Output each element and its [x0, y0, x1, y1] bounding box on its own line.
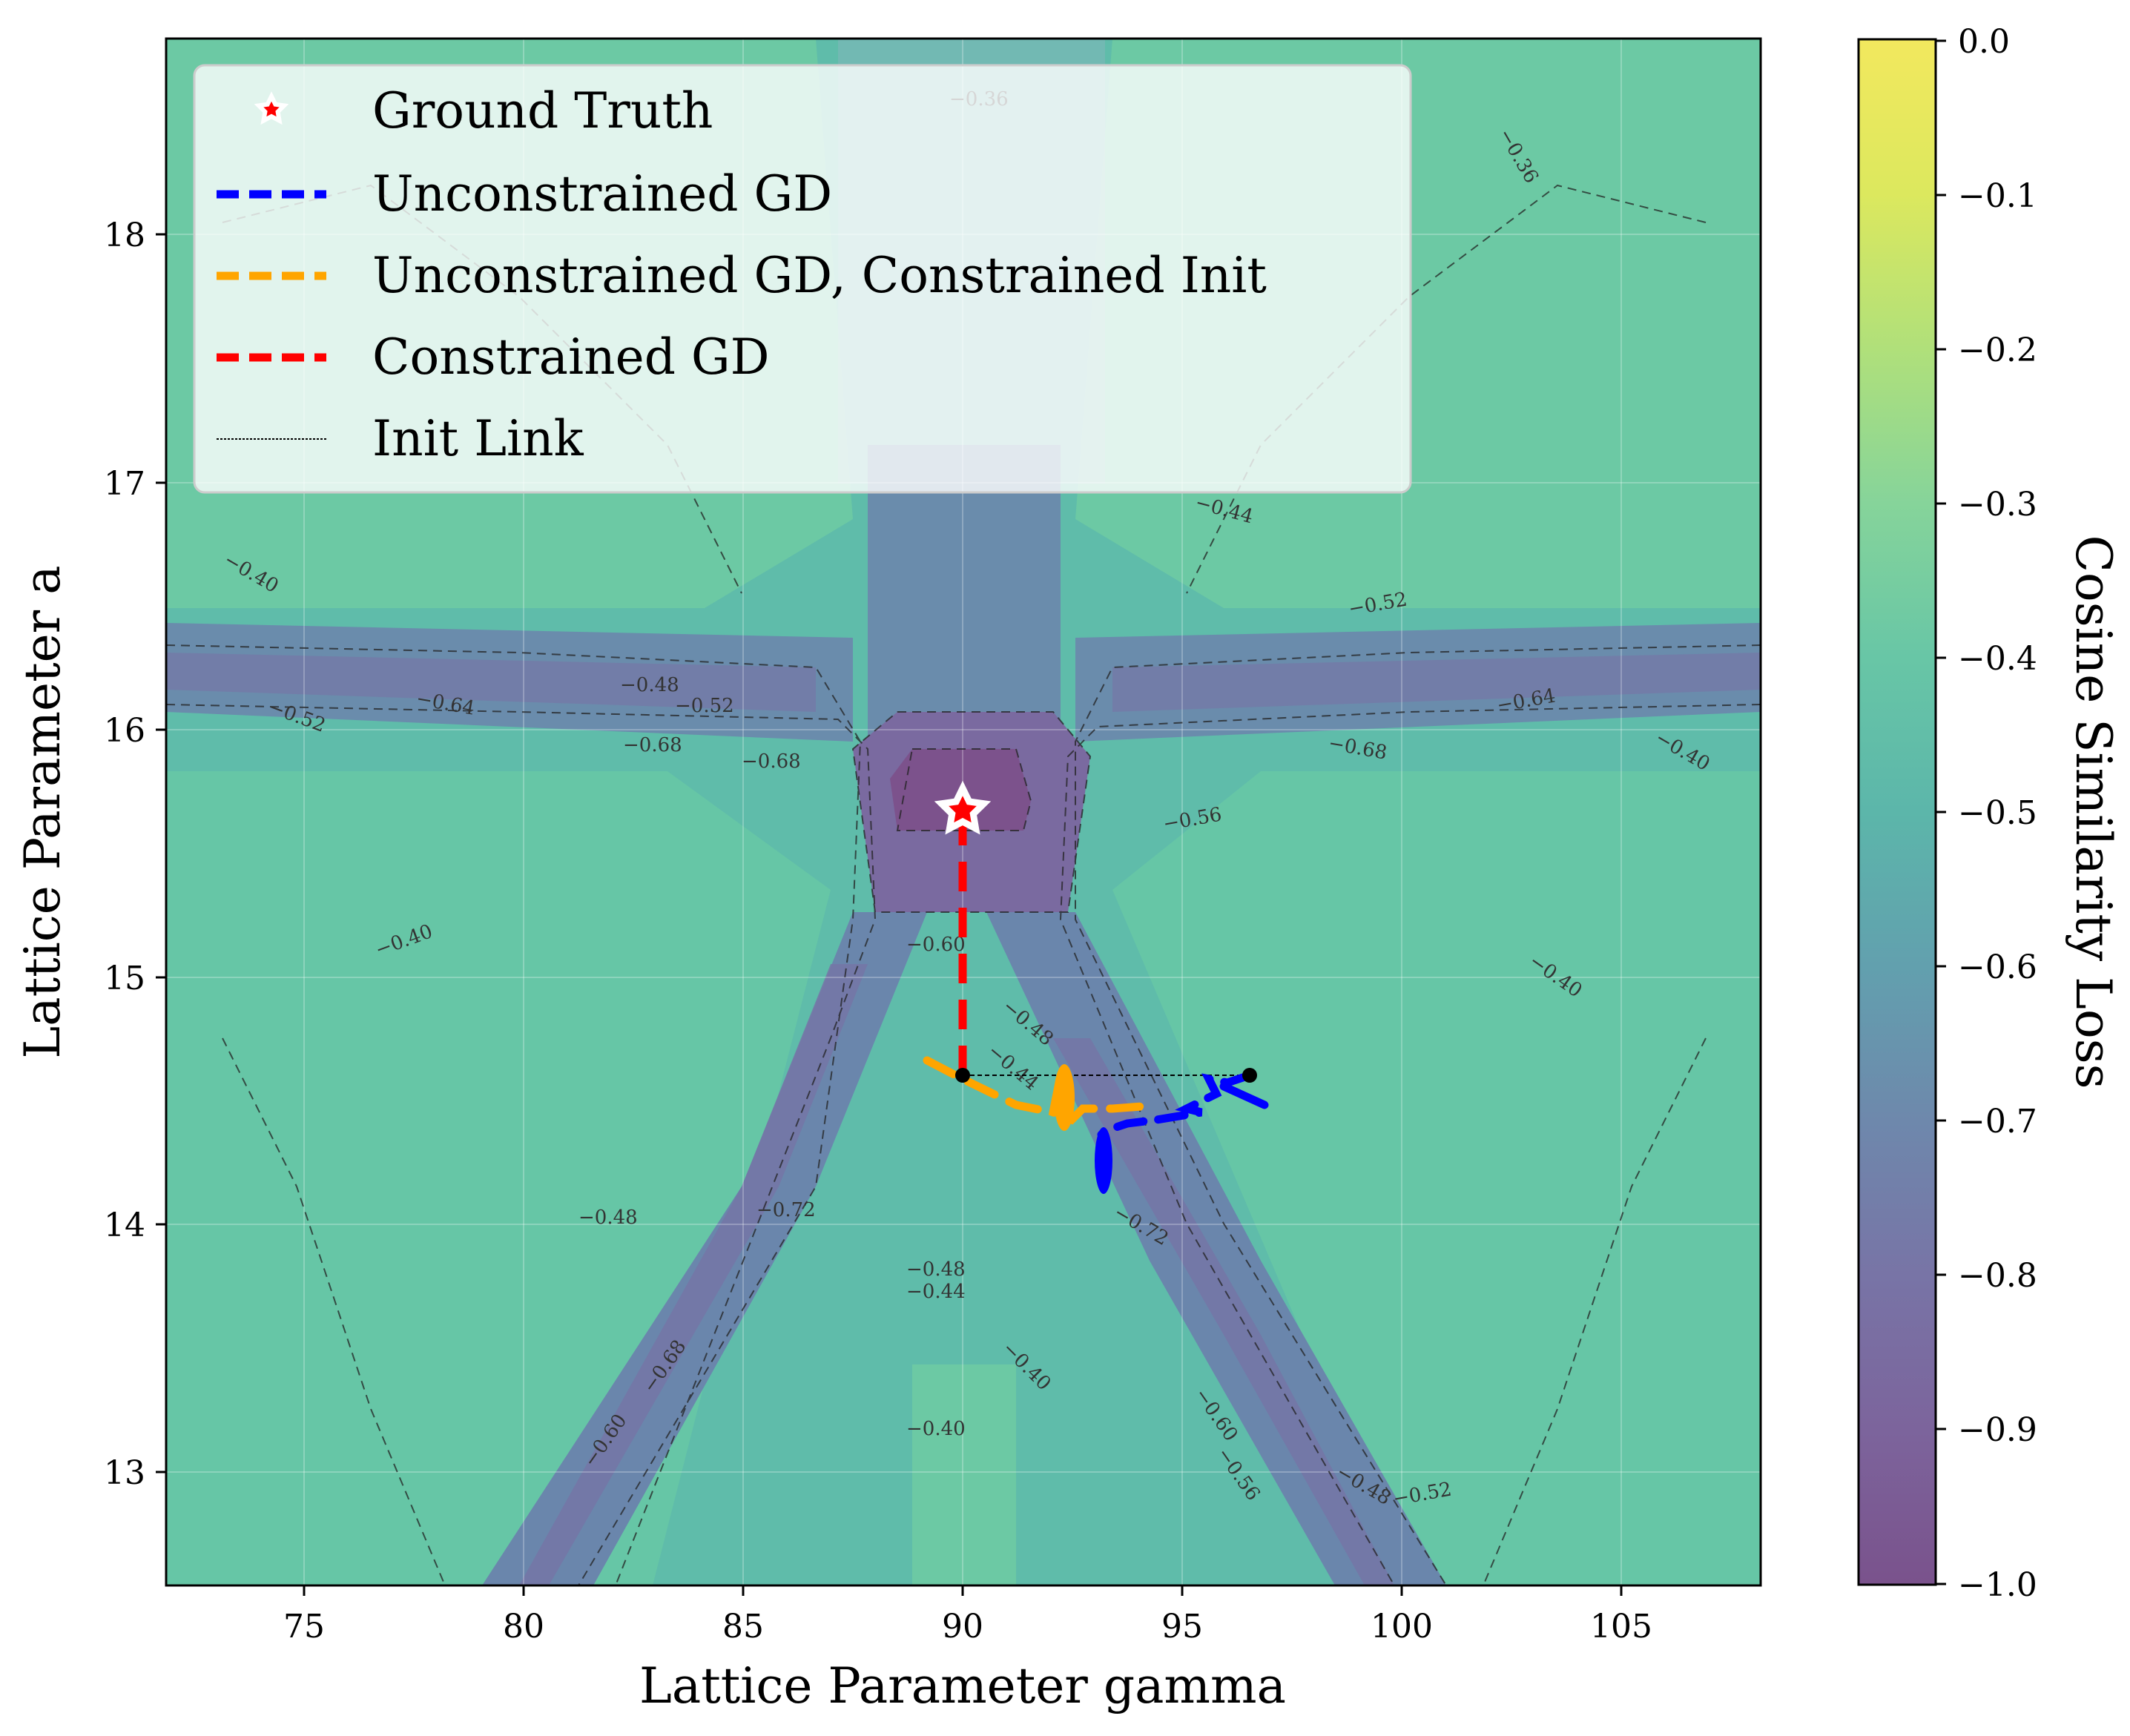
svg-text:16: 16	[104, 712, 145, 750]
svg-text:−0.1: −0.1	[1958, 177, 2037, 215]
legend-item-unconstrained-gd-constrained-init: Unconstrained GD, Constrained Init	[217, 247, 1267, 304]
svg-text:−0.68: −0.68	[742, 750, 801, 773]
legend-item-constrained-gd: Constrained GD	[217, 329, 770, 386]
svg-text:85: 85	[722, 1608, 764, 1646]
svg-text:100: 100	[1371, 1608, 1433, 1646]
svg-text:Unconstrained GD, Constrained: Unconstrained GD, Constrained Init	[372, 247, 1267, 304]
svg-text:−0.9: −0.9	[1958, 1411, 2037, 1449]
svg-text:90: 90	[942, 1608, 983, 1646]
svg-text:−0.48: −0.48	[906, 1258, 966, 1281]
svg-text:−0.5: −0.5	[1958, 794, 2037, 832]
svg-text:15: 15	[104, 960, 145, 997]
svg-text:Init Link: Init Link	[372, 410, 584, 467]
x-axis: 75 80 85 90 95 100 105 Lattice Parameter…	[283, 1585, 1652, 1714]
svg-text:Ground Truth: Ground Truth	[372, 82, 713, 139]
svg-text:−0.4: −0.4	[1958, 640, 2037, 678]
ground-truth-star-icon	[934, 780, 992, 835]
svg-text:−0.44: −0.44	[906, 1281, 966, 1303]
y-axis: 18 17 16 15 14 13 Lattice Parameter a	[14, 217, 166, 1492]
unconstrained-gd-path	[1097, 1071, 1254, 1139]
svg-text:105: 105	[1590, 1608, 1652, 1646]
svg-text:−0.6: −0.6	[1958, 948, 2037, 986]
svg-text:75: 75	[283, 1608, 325, 1646]
unconstrained-init-point	[1242, 1068, 1257, 1083]
svg-text:14: 14	[104, 1207, 145, 1244]
legend-item-init-link: Init Link	[217, 410, 584, 467]
svg-text:13: 13	[104, 1454, 145, 1492]
colorbar: 0.0 −0.1 −0.2 −0.3 −0.4 −0.5 −0.6 −0.7 −…	[1857, 23, 2122, 1604]
svg-text:0.0: 0.0	[1958, 23, 2010, 61]
svg-text:−0.48: −0.48	[620, 674, 679, 696]
svg-text:17: 17	[104, 465, 145, 503]
svg-text:80: 80	[503, 1608, 544, 1646]
svg-text:−1.0: −1.0	[1958, 1566, 2037, 1604]
svg-text:18: 18	[104, 217, 145, 254]
star-icon	[254, 91, 289, 125]
svg-text:−0.72: −0.72	[756, 1199, 816, 1221]
y-axis-label: Lattice Parameter a	[14, 565, 71, 1058]
svg-text:−0.7: −0.7	[1958, 1103, 2037, 1141]
x-axis-label: Lattice Parameter gamma	[639, 1657, 1286, 1714]
svg-text:−0.60: −0.60	[906, 934, 966, 956]
svg-text:Unconstrained GD: Unconstrained GD	[372, 165, 832, 222]
svg-text:−0.3: −0.3	[1958, 486, 2037, 524]
svg-text:−0.8: −0.8	[1958, 1257, 2037, 1295]
svg-text:−0.2: −0.2	[1958, 331, 2037, 369]
svg-text:Constrained GD: Constrained GD	[372, 329, 770, 386]
svg-text:95: 95	[1161, 1608, 1203, 1646]
constrained-init-point	[955, 1068, 970, 1083]
legend-item-unconstrained-gd: Unconstrained GD	[217, 165, 832, 222]
legend-item-ground-truth: Ground Truth	[254, 82, 713, 139]
svg-text:−0.68: −0.68	[623, 734, 682, 756]
colorbar-gradient	[1857, 38, 1937, 1586]
orange-cluster	[1054, 1064, 1075, 1131]
svg-text:−0.40: −0.40	[906, 1418, 966, 1440]
svg-text:−0.48: −0.48	[578, 1207, 638, 1229]
colorbar-label: Cosine Similarity Loss	[2065, 535, 2122, 1089]
legend: Ground Truth Unconstrained GD Unconstrai…	[193, 64, 1412, 494]
contour-lines	[166, 184, 1761, 1585]
blue-cluster	[1095, 1127, 1112, 1194]
svg-text:−0.52: −0.52	[675, 695, 734, 717]
